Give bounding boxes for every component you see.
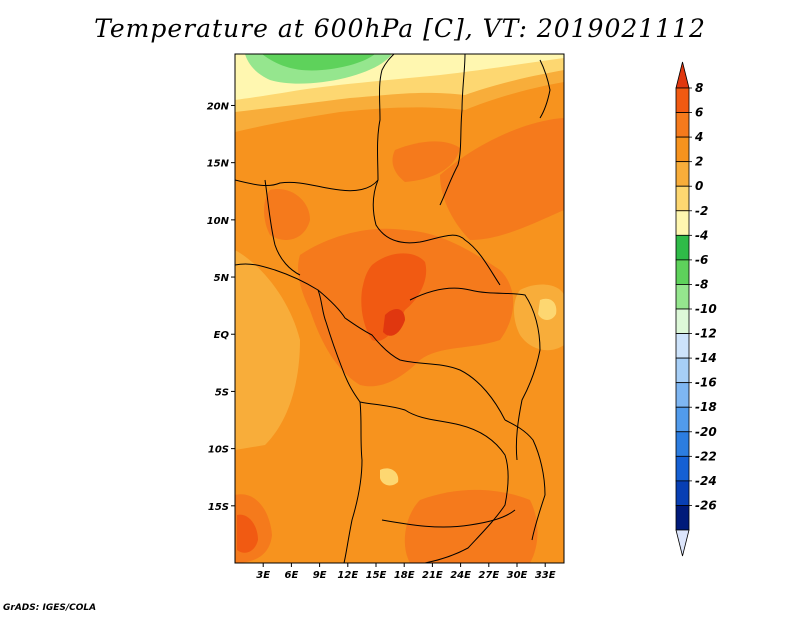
field-congo-hot-spot bbox=[361, 253, 427, 341]
colorbar-swatch bbox=[675, 112, 690, 138]
colorbar-label: -20 bbox=[695, 425, 717, 439]
lat-tick-label: EQ bbox=[214, 330, 230, 341]
lat-tick-label: 5N bbox=[214, 273, 230, 284]
lat-tick-label: 15N bbox=[207, 159, 230, 170]
colorbar-swatch bbox=[675, 505, 690, 531]
field-west-warm-patch bbox=[264, 189, 310, 240]
colorbar-swatch bbox=[675, 161, 690, 187]
colorbar-label: 8 bbox=[695, 81, 703, 95]
field-southeast-warm bbox=[404, 489, 538, 563]
border-south-1 bbox=[359, 401, 509, 563]
lon-tick-label: 30E bbox=[507, 570, 528, 581]
lon-tick-label: 18E bbox=[394, 570, 415, 581]
colorbar-label: -26 bbox=[695, 498, 717, 512]
colorbar-swatch bbox=[675, 185, 690, 212]
map-title: Temperature at 600hPa [C], VT: 201902111… bbox=[94, 14, 706, 43]
colorbar-label: 0 bbox=[695, 179, 703, 193]
lon-tick-label: 9E bbox=[313, 570, 327, 581]
lat-tick-label: 20N bbox=[207, 101, 230, 112]
colorbar-label: -12 bbox=[695, 327, 717, 341]
lat-tick-label: 5S bbox=[215, 387, 229, 398]
temperature-field bbox=[235, 54, 564, 563]
colorbar-label: -2 bbox=[695, 204, 708, 218]
colorbar-label: 4 bbox=[694, 130, 703, 144]
lon-tick-label: 21E bbox=[422, 570, 443, 581]
colorbar-label: -8 bbox=[695, 277, 708, 291]
colorbar-swatch bbox=[675, 357, 690, 384]
colorbar-swatch bbox=[675, 431, 690, 457]
lon-tick-label: 3E bbox=[256, 570, 270, 581]
colorbar-label: -6 bbox=[695, 253, 708, 267]
colorbar-label: -14 bbox=[695, 351, 717, 365]
grads-credit: GrADS: IGES/COLA bbox=[3, 603, 97, 613]
colorbar-swatch bbox=[675, 480, 690, 506]
colorbar-label: -24 bbox=[695, 474, 717, 488]
border-northeast-coast bbox=[539, 59, 551, 119]
colorbar-swatch bbox=[675, 455, 690, 482]
field-small-cool-spot bbox=[380, 468, 399, 486]
field-west-coast-lighter bbox=[235, 250, 300, 450]
colorbar-swatch bbox=[675, 259, 690, 285]
lon-tick-label: 27E bbox=[478, 570, 499, 581]
lon-tick-label: 24E bbox=[450, 570, 471, 581]
colorbar-swatch bbox=[675, 406, 690, 433]
colorbar-label: -4 bbox=[695, 228, 708, 242]
colorbar-label: 6 bbox=[695, 106, 703, 120]
lon-tick-label: 33E bbox=[535, 570, 556, 581]
colorbar-label: -22 bbox=[695, 449, 717, 463]
field-northeast-warm bbox=[440, 118, 564, 240]
map-frame bbox=[234, 53, 565, 564]
lon-tick-label: 6E bbox=[285, 570, 299, 581]
colorbar-swatch bbox=[675, 308, 690, 334]
colorbar-label: -10 bbox=[695, 302, 717, 316]
field-north-warm-patch bbox=[392, 141, 460, 182]
border-west-1 bbox=[264, 179, 301, 276]
longitude-ticks: 3E 6E 9E 12E 15E 18E 21E 24E 27E 30E 33E bbox=[256, 563, 556, 581]
latitude-ticks: 20N 15N 10N 5N EQ 5S 10S 15S bbox=[207, 101, 235, 513]
lat-tick-label: 10N bbox=[207, 216, 230, 227]
border-east-2 bbox=[504, 419, 546, 541]
border-central-1 bbox=[372, 179, 501, 286]
map-borders bbox=[235, 54, 551, 563]
border-north-2 bbox=[439, 54, 466, 206]
field-congo-hottest bbox=[383, 308, 405, 336]
colorbar-label: -18 bbox=[695, 400, 717, 414]
colorbar-label: -16 bbox=[695, 376, 717, 390]
colorbar-swatch bbox=[675, 382, 690, 408]
colorbar-swatch bbox=[675, 87, 690, 113]
border-south-2 bbox=[381, 509, 516, 528]
border-east-1 bbox=[409, 287, 541, 461]
field-east-highlands-cool bbox=[538, 298, 557, 320]
colorbar-swatch bbox=[675, 210, 690, 236]
colorbar-bottom-triangle bbox=[675, 529, 690, 557]
colorbar-swatch bbox=[675, 333, 690, 359]
lat-tick-label: 15S bbox=[208, 502, 229, 513]
colorbar-swatch bbox=[675, 284, 690, 310]
lat-tick-label: 10S bbox=[208, 445, 229, 456]
colorbar-label: 2 bbox=[695, 155, 703, 169]
lon-tick-label: 12E bbox=[337, 570, 358, 581]
colorbar-swatch bbox=[675, 136, 690, 163]
lon-tick-label: 15E bbox=[366, 570, 387, 581]
colorbar-swatch bbox=[675, 234, 690, 261]
colorbar-top-triangle bbox=[675, 61, 690, 89]
field-north-green-core bbox=[262, 54, 375, 71]
colorbar: 8 6 4 2 0 -2 -4 -6 -8 -10 -12 -14 -16 -18 -20 -22 -24 -26 bbox=[675, 61, 717, 557]
field-southwest-hot bbox=[237, 514, 258, 553]
coastline-west bbox=[235, 263, 363, 563]
border-central-2 bbox=[317, 289, 506, 421]
